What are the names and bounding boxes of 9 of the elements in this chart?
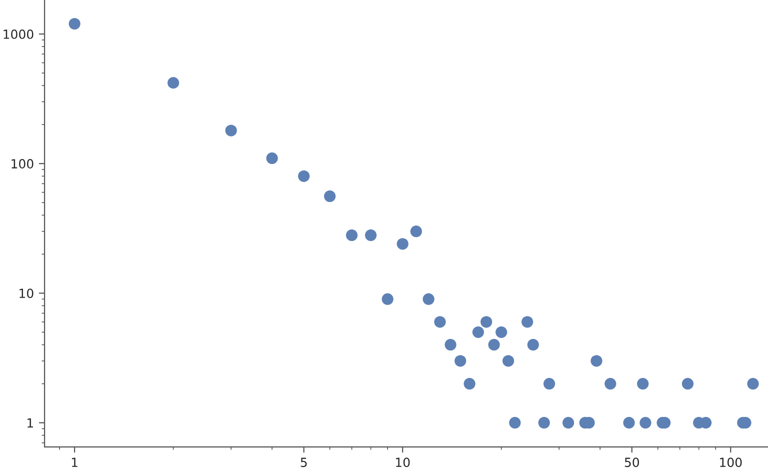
x-tick-label: 1 <box>72 458 78 467</box>
x-tick-label: 50 <box>624 458 639 468</box>
y-tick-label: 10 <box>20 288 34 298</box>
x-tick-label: 100 <box>720 458 742 468</box>
y-tick-label: 100 <box>12 159 34 169</box>
x-tick-label: 10 <box>396 458 410 468</box>
x-tick-label: 5 <box>300 458 307 468</box>
y-tick-label: 1000 <box>4 29 34 39</box>
y-tick-label: 1 <box>28 418 33 428</box>
